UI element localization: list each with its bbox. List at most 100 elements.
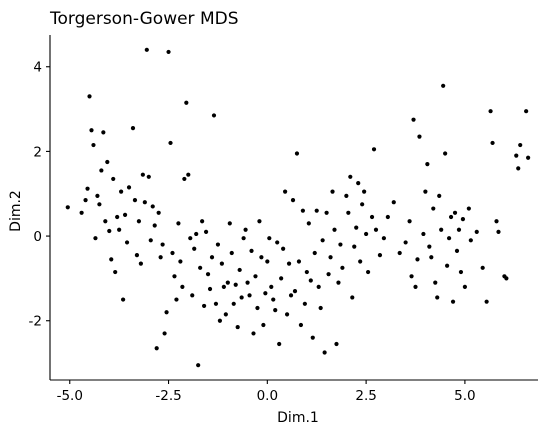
data-point bbox=[456, 227, 462, 232]
data-point bbox=[417, 134, 422, 139]
data-point bbox=[107, 228, 112, 234]
data-point bbox=[286, 261, 292, 266]
data-point bbox=[354, 225, 359, 230]
data-point bbox=[93, 236, 98, 241]
data-point bbox=[132, 197, 138, 203]
data-point bbox=[283, 189, 288, 194]
data-point bbox=[263, 291, 268, 296]
data-point bbox=[324, 210, 329, 215]
data-point bbox=[91, 142, 96, 148]
data-point bbox=[496, 229, 501, 234]
data-point bbox=[279, 276, 284, 281]
data-point bbox=[488, 109, 493, 114]
data-point bbox=[271, 297, 276, 302]
data-point bbox=[431, 206, 436, 211]
data-point bbox=[130, 126, 136, 131]
data-point bbox=[105, 159, 110, 165]
data-point bbox=[300, 208, 305, 213]
data-point bbox=[411, 117, 416, 122]
data-point bbox=[186, 172, 191, 177]
data-point bbox=[209, 255, 215, 260]
data-point bbox=[166, 49, 171, 55]
data-point bbox=[433, 280, 438, 285]
data-point bbox=[241, 236, 246, 241]
data-point bbox=[198, 265, 203, 270]
data-point bbox=[215, 242, 221, 247]
data-point bbox=[421, 231, 426, 237]
data-point bbox=[249, 248, 254, 253]
data-point bbox=[65, 205, 70, 210]
data-point bbox=[514, 153, 519, 158]
y-tick-label: 0 bbox=[33, 229, 42, 245]
data-point bbox=[79, 210, 84, 215]
data-point bbox=[170, 250, 175, 256]
data-point bbox=[437, 193, 442, 198]
data-point bbox=[332, 227, 337, 232]
data-point bbox=[217, 318, 223, 323]
data-point bbox=[441, 83, 446, 88]
data-point bbox=[117, 227, 122, 232]
data-point bbox=[200, 219, 205, 224]
data-point bbox=[275, 240, 280, 245]
data-point bbox=[352, 244, 357, 249]
data-point bbox=[113, 269, 118, 275]
data-point bbox=[89, 128, 94, 133]
data-point bbox=[322, 350, 327, 355]
data-point bbox=[235, 324, 240, 330]
data-point bbox=[415, 257, 420, 262]
data-point bbox=[454, 248, 460, 253]
chart-title: Torgerson-Gower MDS bbox=[49, 9, 239, 29]
y-tick-label: -2 bbox=[29, 314, 42, 330]
scatter-points bbox=[65, 47, 531, 368]
data-point bbox=[448, 214, 454, 220]
data-point bbox=[180, 284, 185, 289]
data-point bbox=[490, 140, 495, 146]
data-point bbox=[154, 346, 159, 351]
data-point bbox=[265, 259, 270, 264]
data-point bbox=[259, 255, 264, 260]
data-point bbox=[346, 210, 351, 215]
data-point bbox=[267, 236, 272, 241]
data-point bbox=[362, 189, 367, 194]
data-point bbox=[466, 206, 471, 211]
data-point bbox=[162, 331, 167, 336]
x-axis-title: Dim.1 bbox=[277, 410, 319, 426]
data-point bbox=[484, 299, 489, 304]
data-point bbox=[87, 94, 92, 99]
data-point bbox=[373, 227, 379, 232]
data-point bbox=[269, 284, 274, 289]
data-point bbox=[257, 219, 262, 224]
data-point bbox=[225, 280, 230, 285]
y-axis-title: Dim.2 bbox=[8, 190, 24, 232]
data-point bbox=[460, 217, 466, 222]
data-point bbox=[302, 301, 307, 306]
data-point bbox=[109, 257, 114, 262]
data-point bbox=[231, 301, 236, 306]
data-point bbox=[334, 341, 339, 347]
data-point bbox=[446, 236, 452, 241]
data-point bbox=[243, 227, 248, 232]
data-point bbox=[182, 176, 187, 182]
data-point bbox=[474, 229, 479, 234]
data-point bbox=[330, 189, 335, 194]
data-point bbox=[318, 305, 323, 311]
data-point bbox=[397, 250, 402, 256]
data-point bbox=[292, 289, 298, 294]
data-point bbox=[458, 269, 464, 275]
data-point bbox=[134, 253, 140, 258]
y-tick-label: 2 bbox=[33, 144, 42, 160]
data-point bbox=[524, 109, 529, 114]
data-point bbox=[344, 193, 349, 198]
data-point bbox=[450, 299, 456, 304]
data-point bbox=[320, 238, 325, 243]
data-point bbox=[369, 214, 375, 220]
data-point bbox=[95, 193, 100, 198]
x-tick-label: 0.0 bbox=[257, 388, 278, 404]
data-point bbox=[452, 210, 458, 215]
data-point bbox=[122, 212, 128, 218]
data-point bbox=[371, 147, 377, 152]
data-point bbox=[468, 238, 473, 243]
data-point bbox=[494, 219, 499, 224]
data-point bbox=[273, 308, 278, 313]
data-point bbox=[203, 229, 209, 234]
